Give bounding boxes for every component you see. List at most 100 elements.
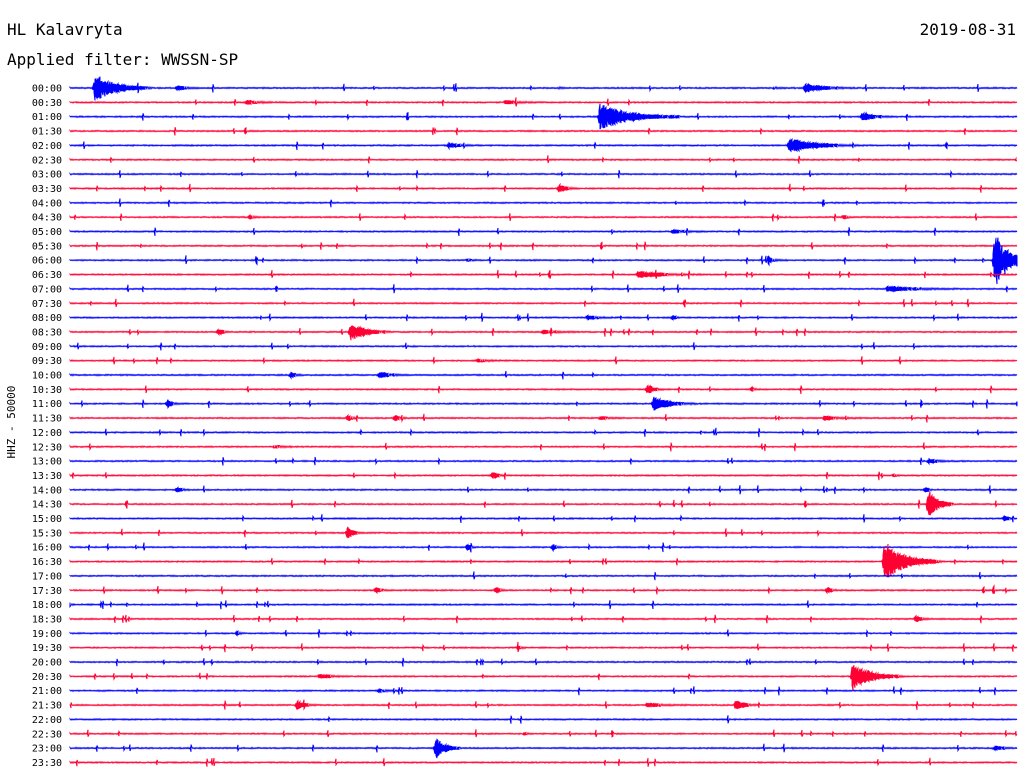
trace-line bbox=[69, 182, 1018, 193]
trace-line bbox=[69, 284, 1018, 294]
time-label: 10:00 bbox=[32, 371, 62, 382]
time-label: 14:00 bbox=[32, 485, 62, 496]
trace-line bbox=[69, 629, 1018, 638]
trace-line bbox=[69, 471, 1018, 481]
time-label: 02:30 bbox=[32, 155, 62, 166]
filter-label: Applied filter: WWSSN-SP bbox=[7, 50, 239, 69]
time-label: 20:00 bbox=[32, 658, 62, 669]
time-label-group: 00:00 00:30 01:00 01:30 02:00 02:30 03:00 03:30… bbox=[32, 84, 62, 769]
time-label: 15:00 bbox=[32, 514, 62, 525]
trace-group bbox=[69, 76, 1018, 767]
time-label: 12:30 bbox=[32, 442, 62, 453]
trace-line bbox=[69, 103, 1018, 130]
time-label: 19:00 bbox=[32, 629, 62, 640]
trace-line bbox=[69, 396, 1018, 411]
time-label: 07:30 bbox=[32, 299, 62, 310]
time-label: 14:30 bbox=[32, 500, 62, 511]
trace-line bbox=[69, 665, 1018, 691]
trace-line bbox=[69, 413, 1018, 423]
trace-line bbox=[69, 213, 1018, 222]
time-label: 15:30 bbox=[32, 528, 62, 539]
time-label: 05:30 bbox=[32, 241, 62, 252]
trace-line bbox=[69, 384, 1018, 395]
time-label: 13:00 bbox=[32, 457, 62, 468]
time-label: 16:00 bbox=[32, 543, 62, 554]
trace-line bbox=[69, 427, 1018, 438]
trace-line bbox=[69, 155, 1017, 164]
time-label: 00:30 bbox=[32, 98, 62, 109]
trace-line bbox=[69, 169, 1018, 179]
time-label: 06:00 bbox=[32, 256, 62, 267]
trace-line bbox=[69, 241, 1018, 251]
trace-line bbox=[69, 641, 1018, 653]
trace-line bbox=[69, 227, 1018, 237]
time-label: 21:30 bbox=[32, 701, 62, 712]
time-label: 09:00 bbox=[32, 342, 62, 353]
trace-line bbox=[69, 298, 1018, 308]
time-label: 01:30 bbox=[32, 127, 62, 138]
time-label: 08:30 bbox=[32, 327, 62, 338]
time-label: 07:00 bbox=[32, 284, 62, 295]
trace-line bbox=[69, 600, 1018, 610]
trace-line bbox=[69, 312, 1018, 322]
trace-line bbox=[69, 686, 1018, 696]
station-title: HL Kalavryta bbox=[7, 20, 123, 39]
time-label: 17:30 bbox=[32, 586, 62, 597]
trace-line bbox=[69, 76, 1018, 101]
time-label: 01:00 bbox=[32, 112, 62, 123]
trace-line bbox=[69, 657, 1018, 667]
time-label: 13:30 bbox=[32, 471, 62, 482]
time-label: 20:30 bbox=[32, 672, 62, 683]
trace-line bbox=[69, 542, 1018, 553]
trace-line bbox=[69, 324, 1018, 341]
trace-line bbox=[69, 738, 1018, 759]
trace-line bbox=[69, 342, 1018, 351]
trace-line bbox=[69, 543, 1018, 578]
time-label: 08:00 bbox=[32, 313, 62, 324]
trace-line bbox=[69, 97, 1018, 107]
trace-line bbox=[69, 715, 1018, 724]
time-label: 11:30 bbox=[32, 414, 62, 425]
time-label: 21:00 bbox=[32, 686, 62, 697]
trace-line bbox=[69, 442, 1018, 452]
trace-line bbox=[69, 198, 1018, 208]
trace-line bbox=[69, 356, 1018, 365]
trace-line bbox=[69, 514, 1018, 523]
time-label: 00:00 bbox=[32, 84, 62, 95]
time-label: 18:30 bbox=[32, 614, 62, 625]
time-label: 10:30 bbox=[32, 385, 62, 396]
trace-line bbox=[69, 491, 1018, 516]
time-label: 04:00 bbox=[32, 198, 62, 209]
time-label: 03:00 bbox=[32, 170, 62, 181]
time-label: 22:30 bbox=[32, 729, 62, 740]
time-label: 23:00 bbox=[32, 744, 62, 755]
trace-line bbox=[69, 269, 1018, 280]
trace-line bbox=[69, 370, 1018, 380]
trace-line bbox=[69, 237, 1018, 285]
time-label: 03:30 bbox=[32, 184, 62, 195]
time-label: 09:30 bbox=[32, 356, 62, 367]
time-label: 17:00 bbox=[32, 571, 62, 582]
time-label: 22:00 bbox=[32, 715, 62, 726]
time-label: 19:30 bbox=[32, 643, 62, 654]
time-label: 06:30 bbox=[32, 270, 62, 281]
trace-line bbox=[69, 614, 1018, 624]
trace-line bbox=[69, 571, 1018, 581]
trace-line bbox=[69, 456, 1018, 466]
time-label: 16:30 bbox=[32, 557, 62, 568]
time-label: 05:00 bbox=[32, 227, 62, 238]
trace-line bbox=[69, 485, 1018, 495]
time-label: 12:00 bbox=[32, 428, 62, 439]
time-label: 18:00 bbox=[32, 600, 62, 611]
trace-line bbox=[69, 757, 1018, 767]
record-date: 2019-08-31 bbox=[919, 20, 1016, 39]
trace-line bbox=[69, 137, 1018, 153]
time-label: 23:30 bbox=[32, 758, 62, 769]
time-label: 11:00 bbox=[32, 399, 62, 410]
trace-line bbox=[69, 729, 1018, 738]
trace-line bbox=[69, 526, 1018, 539]
trace-line bbox=[69, 699, 1018, 711]
trace-line bbox=[69, 127, 1018, 136]
trace-line bbox=[69, 584, 1018, 595]
